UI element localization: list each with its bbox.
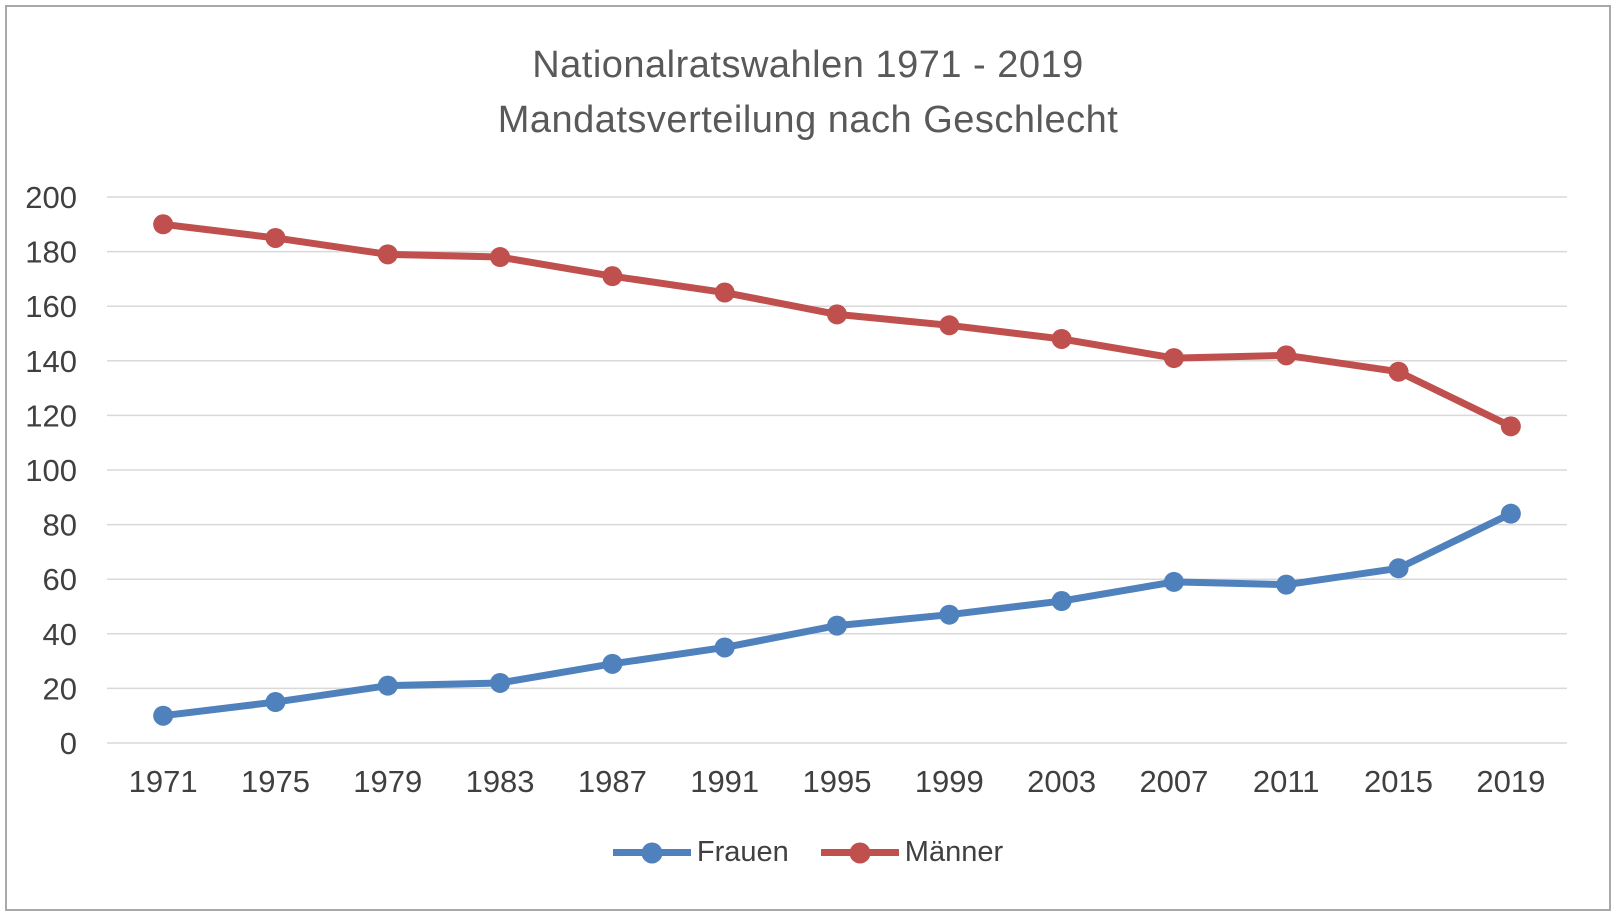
maenner-legend-label: Männer (904, 836, 1004, 868)
frauen-legend-label: Frauen (696, 836, 789, 868)
x-axis-tick-label: 1987 (578, 764, 647, 799)
x-axis-tick-label: 1991 (690, 764, 759, 799)
x-axis-tick-label: 2011 (1253, 764, 1320, 799)
chart-title-line1: Nationalratswahlen 1971 - 2019 (532, 44, 1084, 86)
y-axis-tick-label: 100 (25, 453, 77, 488)
y-axis-tick-label: 40 (43, 617, 77, 652)
data-point-frauen-1975 (265, 692, 286, 713)
frauen-legend-marker-dot (641, 842, 663, 863)
x-axis-tick-label: 2015 (1364, 764, 1433, 799)
data-point-männer-1971 (153, 214, 174, 235)
series-line-frauen (159, 510, 1515, 720)
chart-title: Nationalratswahlen 1971 - 2019 Mandatsve… (0, 38, 1616, 148)
data-point-männer-1999 (939, 315, 960, 336)
x-axis-tick-label: 2019 (1476, 764, 1545, 799)
x-axis-tick-label: 1983 (466, 764, 535, 799)
data-point-frauen-1979 (377, 675, 398, 696)
data-point-frauen-2007 (1163, 571, 1184, 592)
y-axis-tick-label: 200 (25, 180, 77, 215)
data-point-frauen-1971 (153, 705, 174, 726)
data-point-männer-1995 (827, 304, 847, 325)
data-point-männer-1991 (714, 282, 735, 303)
x-axis-tick-label: 1971 (129, 764, 198, 799)
y-axis-tick-label: 140 (25, 344, 77, 379)
data-point-frauen-2011 (1276, 574, 1297, 595)
data-point-männer-1975 (265, 227, 286, 248)
chart-outer-border (5, 5, 1611, 911)
data-point-frauen-1995 (827, 615, 847, 636)
legend-item-frauen: Frauen (612, 836, 789, 869)
y-axis-tick-label: 160 (25, 289, 77, 324)
chart-legend: Frauen Männer (0, 836, 1616, 869)
data-point-männer-2011 (1276, 345, 1297, 366)
x-axis-tick-label: 1975 (241, 764, 310, 799)
x-axis-tick-label: 1995 (803, 764, 872, 799)
maenner-legend-line-swatch (820, 842, 899, 863)
y-axis-tick-label: 120 (25, 398, 77, 433)
x-axis-tick-label: 2003 (1027, 764, 1096, 799)
data-point-frauen-1991 (714, 637, 735, 658)
x-axis-tick-label: 1999 (915, 764, 984, 799)
data-point-männer-2015 (1388, 361, 1409, 382)
data-point-männer-1979 (377, 244, 398, 265)
x-axis-tick-label: 2007 (1139, 764, 1208, 799)
y-axis-tick-label: 80 (43, 508, 77, 543)
data-point-männer-2007 (1163, 348, 1184, 369)
y-axis-tick-label: 0 (60, 726, 77, 761)
series-line-männer (159, 220, 1515, 430)
data-point-frauen-2015 (1388, 558, 1409, 579)
chart-title-line2: Mandatsverteilung nach Geschlecht (497, 99, 1119, 141)
data-point-frauen-1983 (490, 672, 511, 693)
data-point-männer-1987 (602, 266, 623, 287)
y-axis-tick-label: 180 (25, 235, 77, 270)
y-axis-tick-label: 60 (43, 562, 77, 597)
data-point-männer-1983 (490, 247, 511, 268)
data-point-frauen-2003 (1051, 591, 1072, 612)
data-point-männer-2019 (1500, 416, 1521, 437)
data-point-frauen-2019 (1500, 503, 1521, 524)
frauen-legend-line-swatch (612, 842, 691, 863)
data-point-männer-2003 (1051, 328, 1072, 349)
y-axis-tick-label: 20 (43, 671, 77, 706)
legend-item-maenner: Männer (820, 836, 1004, 869)
maenner-legend-marker-dot (849, 842, 871, 863)
x-axis-tick-label: 1979 (353, 764, 422, 799)
data-point-frauen-1999 (939, 604, 960, 625)
data-point-frauen-1987 (602, 653, 623, 674)
